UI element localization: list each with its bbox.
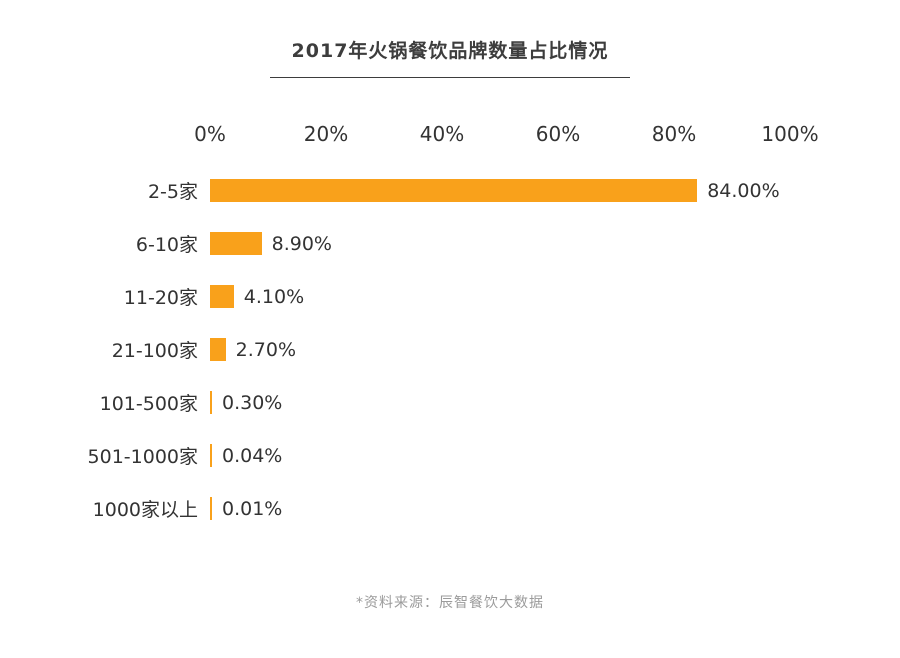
category-label: 501-1000家 — [87, 446, 198, 468]
category-label: 101-500家 — [99, 393, 198, 415]
value-label: 0.01% — [222, 497, 283, 520]
x-axis: 0% 20% 40% 60% 80% 100% — [194, 122, 818, 164]
bar — [210, 444, 212, 467]
bar — [210, 391, 212, 414]
category-label: 2-5家 — [147, 181, 198, 203]
x-axis-tick: 100% — [761, 122, 819, 146]
x-axis-tick: 80% — [651, 122, 697, 146]
category-label: 21-100家 — [111, 340, 198, 362]
bar-chart: 0% 20% 40% 60% 80% 100% 2-5家 84.00% 6-10家 8.90% 1… — [0, 122, 900, 535]
bar — [210, 338, 226, 361]
bar — [210, 232, 262, 255]
value-label: 4.10% — [243, 285, 305, 308]
bar-track: 84.00% — [210, 164, 790, 217]
bar-track: 0.30% — [210, 376, 790, 429]
x-axis-tick: 0% — [194, 122, 226, 146]
category-label: 1000家以上 — [92, 499, 198, 521]
bar-track: 0.01% — [210, 482, 790, 535]
x-axis-tick: 60% — [535, 122, 581, 146]
bar-track: 4.10% — [210, 270, 790, 323]
x-axis-tick: 40% — [419, 122, 465, 146]
value-label: 0.30% — [222, 391, 283, 414]
source-note: *资料来源：辰智餐饮大数据 — [356, 595, 544, 611]
bar-rows: 2-5家 84.00% 6-10家 8.90% 11-20家 4.10% 21-100家 2.… — [30, 164, 790, 535]
chart-title: 2017年火锅餐饮品牌数量占比情况 — [269, 36, 631, 78]
bar-track: 2.70% — [210, 323, 790, 376]
category-label: 11-20家 — [123, 287, 198, 309]
bar-track: 0.04% — [210, 429, 790, 482]
bar-row: 501-1000家 0.04% — [30, 429, 790, 482]
bar-track: 8.90% — [210, 217, 790, 270]
bar — [210, 497, 212, 520]
bar — [210, 179, 698, 202]
value-label: 84.00% — [707, 179, 780, 202]
bar-row: 6-10家 8.90% — [30, 217, 790, 270]
bar-row: 1000家以上 0.01% — [30, 482, 790, 535]
value-label: 2.70% — [235, 338, 297, 361]
title-wrap: 2017年火锅餐饮品牌数量占比情况 — [0, 0, 900, 78]
bar — [210, 285, 234, 308]
value-label: 8.90% — [271, 232, 332, 255]
bar-row: 21-100家 2.70% — [30, 323, 790, 376]
bar-row: 2-5家 84.00% — [30, 164, 790, 217]
value-label: 0.04% — [222, 444, 283, 467]
category-label: 6-10家 — [135, 234, 198, 256]
x-axis-tick: 20% — [303, 122, 349, 146]
bar-row: 101-500家 0.30% — [30, 376, 790, 429]
bar-row: 11-20家 4.10% — [30, 270, 790, 323]
